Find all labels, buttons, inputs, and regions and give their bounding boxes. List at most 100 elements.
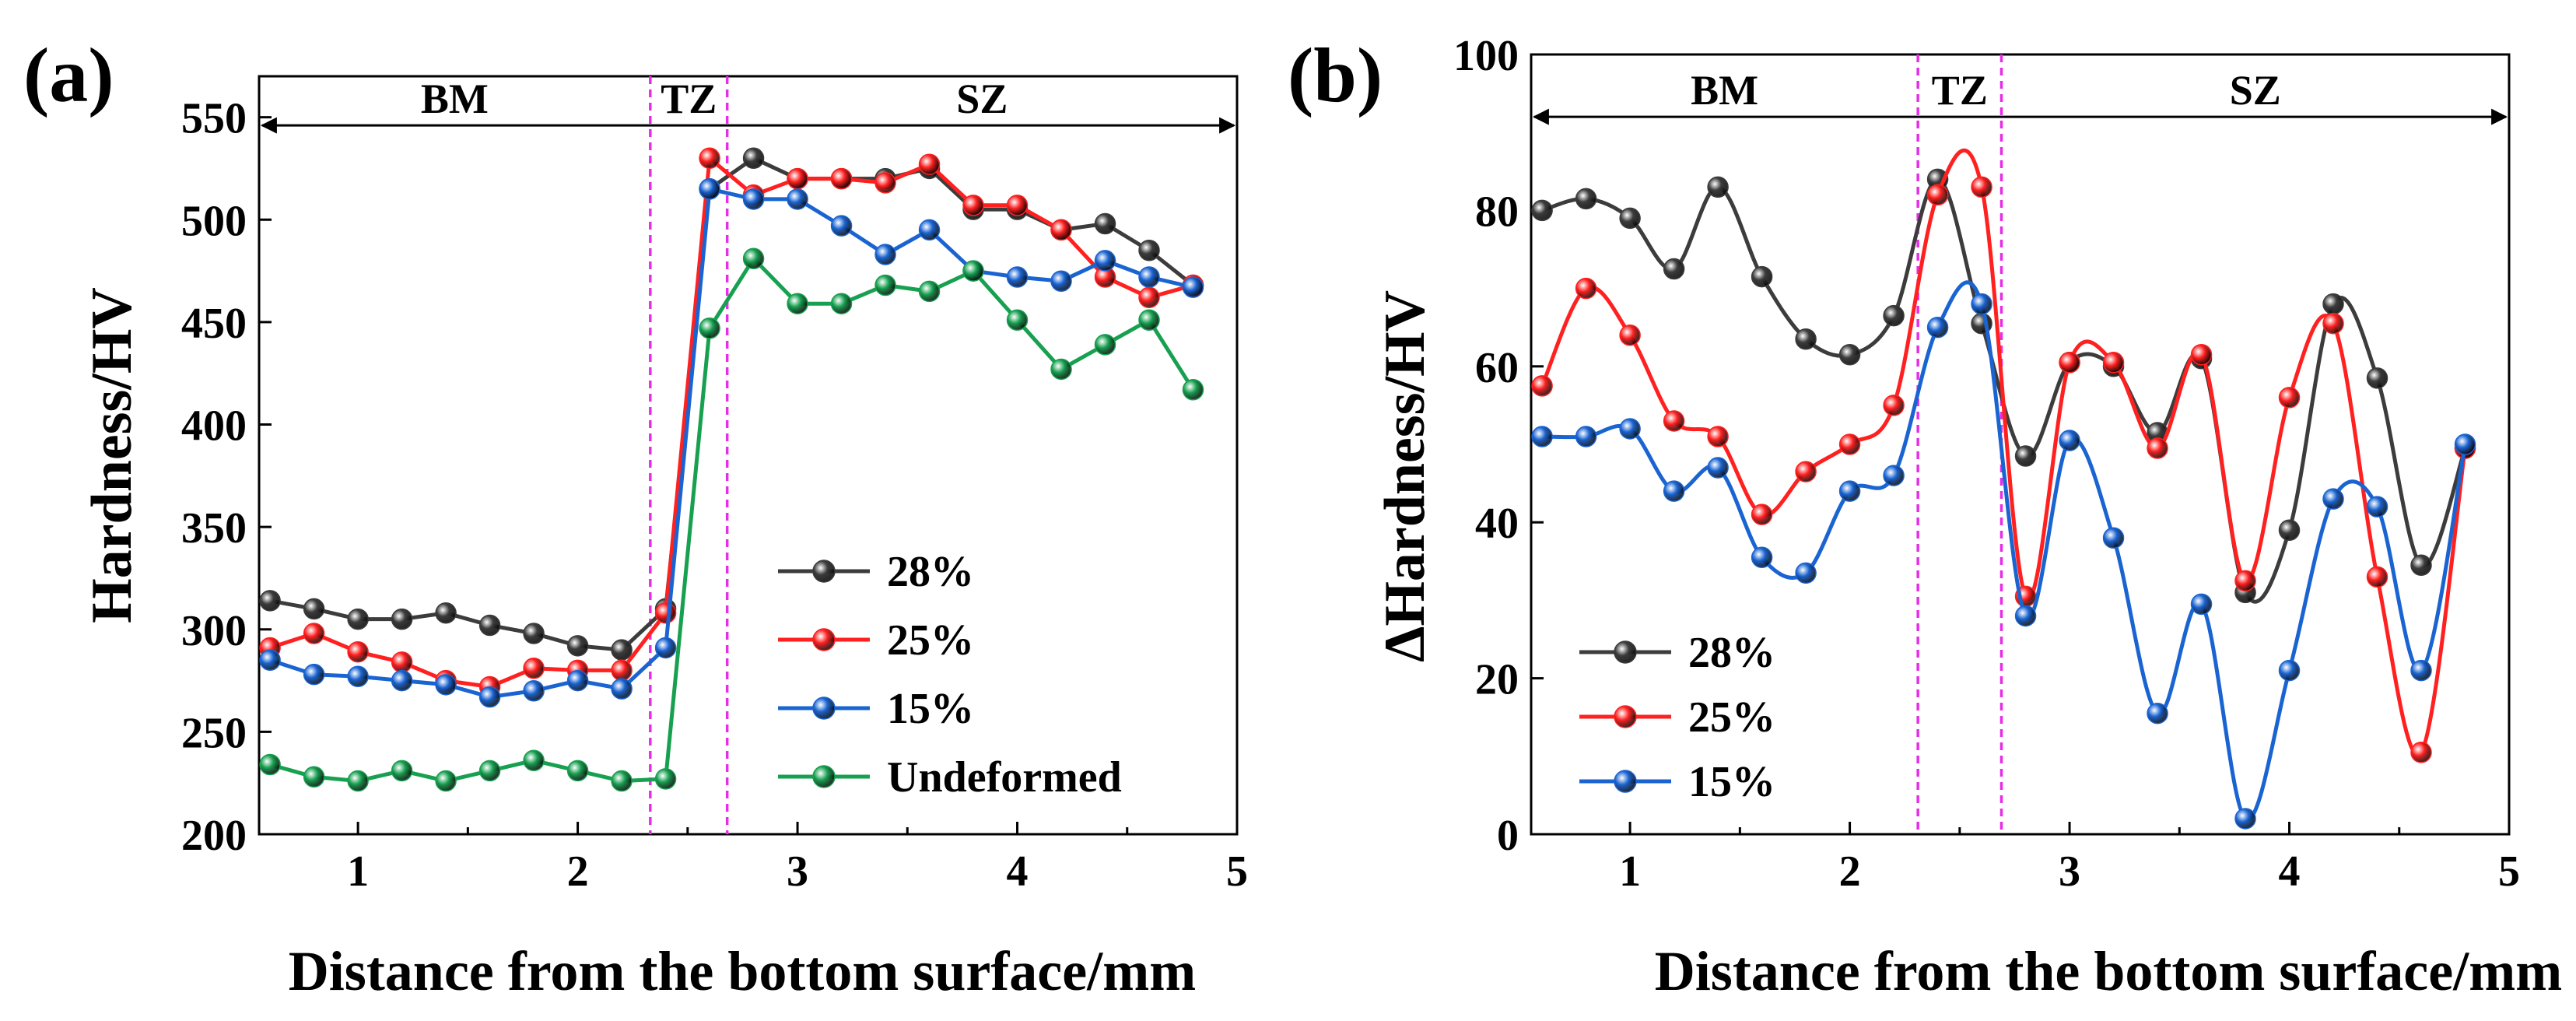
panel-b-data-point bbox=[1926, 316, 1949, 339]
panel-a-data-point bbox=[1006, 266, 1029, 288]
panel-b-data-point bbox=[2102, 527, 2125, 549]
panel-b-region-label: TZ bbox=[1932, 67, 1988, 114]
panel-a-x-tick-label: 3 bbox=[787, 847, 808, 896]
panel-b-axes-frame bbox=[1530, 53, 2511, 836]
panel-a-data-point bbox=[523, 623, 545, 644]
panel-a-data-point bbox=[1138, 240, 1160, 261]
panel-b-x-axis-title: Distance from the bottom surface/mm bbox=[1655, 940, 2562, 1002]
panel-a-data-point bbox=[347, 665, 369, 688]
panel-a-x-tick-label: 4 bbox=[1007, 847, 1029, 896]
panel-a-legend-marker bbox=[812, 560, 836, 583]
panel-b-data-point bbox=[2278, 387, 2301, 409]
panel-b-data-point bbox=[1707, 457, 1729, 479]
panel-b-data-point bbox=[1619, 207, 1641, 230]
panel-b-data-point bbox=[1838, 480, 1861, 502]
panel-b-y-axis-title: ΔHardness/HV bbox=[1373, 290, 1437, 662]
panel-a-data-point bbox=[391, 669, 413, 692]
panel-b-data-point bbox=[2366, 496, 2388, 518]
panel-a-data-point bbox=[435, 602, 457, 624]
panel-b-y-tick-label: 0 bbox=[1497, 812, 1519, 860]
panel-b-data-point bbox=[1751, 265, 1773, 288]
panel-b-series-line bbox=[1540, 148, 2467, 757]
panel-a-x-tick-label: 2 bbox=[567, 847, 589, 896]
panel-a-data-point bbox=[435, 770, 457, 792]
panel-b-data-point bbox=[1531, 426, 1553, 447]
panel-a-data-point bbox=[303, 598, 325, 620]
panel-a-data-point bbox=[435, 674, 457, 696]
panel-b-data-point bbox=[2410, 742, 2432, 763]
panel-b-legend-marker bbox=[1614, 640, 1637, 664]
panel-b-data-point bbox=[1531, 199, 1553, 222]
panel-a-series-line bbox=[269, 156, 1194, 689]
panel-a-legend-marker bbox=[812, 765, 836, 788]
panel-a-data-point bbox=[918, 219, 941, 241]
panel-a-data-point bbox=[259, 753, 281, 776]
panel-a-data-point bbox=[347, 608, 369, 630]
panel-a-data-point bbox=[611, 639, 633, 661]
panel-b-data-point bbox=[2059, 352, 2080, 374]
panel-b-data-point bbox=[1619, 324, 1641, 346]
panel-b-data-point bbox=[2147, 702, 2168, 725]
panel-a-x-tick-label: 1 bbox=[347, 847, 369, 896]
panel-a-legend-label: 28% bbox=[887, 548, 974, 596]
panel-a-data-point bbox=[830, 293, 853, 314]
panel-a-label: (a) bbox=[23, 32, 114, 118]
panel-b-label: (b) bbox=[1288, 32, 1383, 118]
panel-b-data-point bbox=[2410, 554, 2432, 577]
panel-a-data-point bbox=[962, 260, 984, 282]
panel-b-x-tick-label: 4 bbox=[2279, 847, 2301, 896]
panel-b-data-point bbox=[2410, 659, 2432, 682]
panel-a-data-point bbox=[523, 679, 545, 702]
panel-b-y-tick-label: 20 bbox=[1475, 656, 1519, 704]
panel-a-data-point bbox=[1006, 309, 1029, 332]
panel-b-data-point bbox=[1663, 480, 1685, 502]
panel-a-data-point bbox=[478, 760, 501, 782]
panel-b-data-point bbox=[1707, 426, 1729, 447]
panel-a-data-point bbox=[918, 280, 941, 303]
panel-b-data-point bbox=[1971, 293, 1992, 315]
panel-a-data-point bbox=[699, 318, 720, 339]
panel-a-data-point bbox=[478, 614, 501, 637]
panel-a-data-point bbox=[478, 686, 501, 708]
panel-a-y-axis-title: Hardness/HV bbox=[80, 287, 144, 623]
panel-a-data-point bbox=[303, 766, 325, 788]
panel-b-legend-label: 15% bbox=[1688, 758, 1775, 806]
panel-a-data-point bbox=[611, 678, 633, 700]
panel-a-data-point bbox=[1138, 286, 1160, 309]
panel-a-data-point bbox=[1182, 379, 1204, 401]
panel-a-data-point bbox=[1050, 358, 1072, 381]
panel-a-data-point bbox=[874, 244, 896, 265]
panel-a-data-point bbox=[1094, 334, 1116, 356]
panel-b-data-point bbox=[1838, 433, 1861, 455]
panel-b-data-point bbox=[1531, 375, 1553, 397]
panel-a-data-point bbox=[874, 172, 896, 194]
panel-b-data-point bbox=[1619, 418, 1641, 440]
panel-a-data-point bbox=[303, 663, 325, 686]
panel-b-data-point bbox=[1795, 328, 1817, 350]
panel-a-data-point bbox=[523, 658, 545, 679]
panel-a-region-label: BM bbox=[421, 75, 489, 122]
panel-a-data-point bbox=[830, 167, 853, 190]
panel-b-legend-label: 25% bbox=[1688, 693, 1775, 742]
panel-b-data-point bbox=[2234, 570, 2256, 592]
panel-a-legend-marker bbox=[812, 696, 836, 720]
panel-b-legend: 28% 25% 15% bbox=[1579, 629, 1775, 806]
panel-b-data-point bbox=[1575, 277, 1597, 300]
panel-b-data-point bbox=[2014, 605, 2037, 627]
panel-a-data-point bbox=[742, 147, 765, 170]
panel-a-y-tick-label: 250 bbox=[181, 709, 247, 757]
panel-a-data-point bbox=[1138, 266, 1160, 288]
panel-a-series-line bbox=[269, 187, 1194, 700]
panel-a-data-point bbox=[742, 188, 765, 210]
panel-a-data-point bbox=[742, 247, 765, 270]
panel-a-y-tick-label: 300 bbox=[181, 607, 247, 655]
panel-b-data-point bbox=[1751, 546, 1773, 569]
panel-b-data-point bbox=[1663, 258, 1685, 280]
panel-b-data-point bbox=[1707, 176, 1729, 198]
panel-a-data-point bbox=[566, 669, 589, 692]
panel-b-data-point bbox=[1883, 465, 1905, 486]
panel-a-data-point bbox=[259, 590, 281, 612]
panel-b-plot-area: 0 20 40 60 80 100 1 2 3 4 5 BM TZ SZ bbox=[1453, 32, 2520, 896]
panel-a-data-point bbox=[611, 659, 633, 682]
panel-a-data-point bbox=[391, 608, 413, 630]
